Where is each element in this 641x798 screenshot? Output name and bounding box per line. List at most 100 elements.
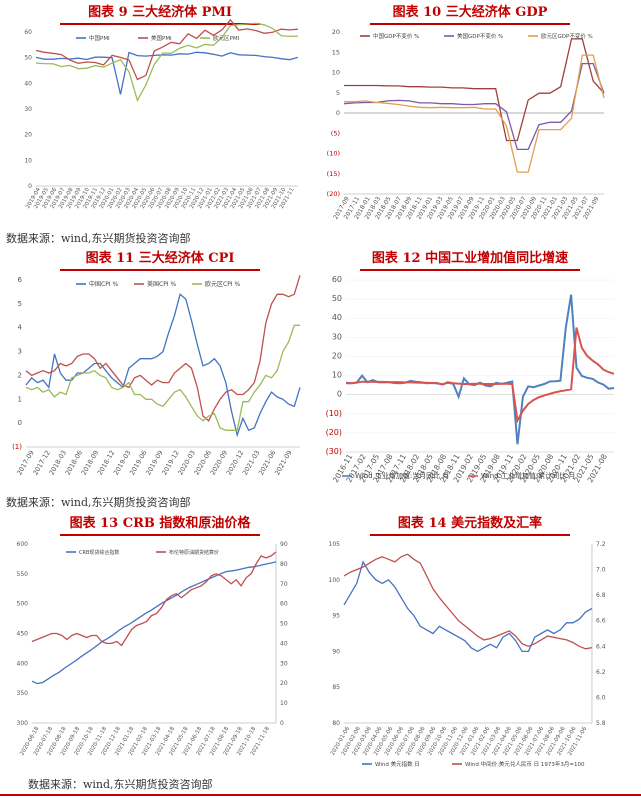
chart-title-9: 图表 9 三大经济体 PMI: [60, 3, 260, 25]
y-tick-label: 4: [18, 324, 23, 332]
y-tick-label: 95: [332, 613, 340, 620]
legend-label: Wind 美元指数 日: [375, 760, 420, 768]
series-line-0: [344, 38, 605, 142]
source-label: 数据来源：wind,东兴期货投资咨询部: [6, 232, 191, 245]
y-tick-label: 90: [332, 648, 340, 655]
legend-label: 中国PMI: [89, 34, 110, 42]
y-tick-label: 30: [24, 106, 32, 113]
y-tick-label: 6: [18, 276, 23, 284]
y2-tick-label: 5.8: [596, 720, 606, 727]
pmi-chart: 01020304050602019-042019-052019-062019-0…: [24, 18, 299, 210]
usd-index-chart: 808590951001055.86.06.26.46.66.87.07.220…: [329, 541, 606, 768]
legend-label: 欧元区CPI %: [205, 280, 240, 288]
y-tick-label: 100: [329, 577, 341, 584]
chart-title-13: 图表 13 CRB 指数和原油价格: [60, 514, 260, 536]
y-tick-label: 5: [336, 89, 340, 97]
y-tick-label: 300: [17, 720, 29, 727]
legend-label: 美国PMI: [151, 34, 172, 42]
y2-tick-label: 90: [280, 541, 288, 548]
legend-label: 欧元区PMI: [213, 34, 240, 42]
legend-label: 美国GDP不变价 %: [457, 32, 503, 40]
y-tick-label: 1: [18, 395, 22, 403]
chart-title-12: 图表 12 中国工业增加值同比增速: [360, 249, 580, 271]
y-tick-label: 10: [24, 157, 32, 164]
y-tick-label: 600: [17, 541, 29, 548]
series-line-1: [346, 327, 615, 424]
y-tick-label: 10: [332, 69, 340, 77]
y-tick-label: 550: [17, 571, 29, 578]
legend-label: 中国CPI %: [89, 280, 118, 288]
chart-title-14: 图表 14 美元指数及汇率: [370, 514, 570, 536]
y-tick-label: 60: [332, 275, 342, 284]
chart-title-10: 图表 10 三大经济体 GDP: [370, 3, 570, 25]
y-tick-label: 0: [336, 109, 340, 117]
y2-tick-label: 30: [280, 660, 288, 667]
source-label: 数据来源：wind,东兴期货投资咨询部: [28, 778, 213, 791]
y-tick-label: (5): [331, 129, 340, 137]
divider: [0, 794, 641, 796]
y-tick-label: (20): [327, 190, 340, 198]
y2-tick-label: 80: [280, 561, 288, 568]
y-tick-label: 15: [332, 48, 340, 56]
y-tick-label: 5: [18, 300, 22, 308]
industrial-chart: 6050403020100(10)(20)(30)2016-112017-022…: [326, 275, 615, 484]
y-tick-label: 0: [28, 183, 32, 190]
series-line-1: [343, 553, 593, 650]
legend-label: Wind 工业增加值:当月同比 月: [355, 471, 449, 480]
y-tick-label: (10): [326, 409, 342, 418]
y-tick-label: 50: [332, 294, 342, 303]
y-tick-label: 0: [18, 419, 22, 427]
y-tick-label: 85: [332, 684, 340, 691]
series-line-1: [343, 62, 605, 151]
y2-tick-label: 7.2: [596, 541, 606, 548]
y-tick-label: 20: [332, 351, 342, 360]
y-tick-label: 2: [18, 371, 22, 379]
y-tick-label: 500: [17, 601, 29, 608]
legend-label: Wind 工业增加值:累计同比 月: [481, 471, 575, 480]
gdp-chart: 20151050(5)(10)(15)(20)2017-092017-11201…: [327, 28, 605, 221]
legend-label: 中国GDP不变价 %: [373, 32, 419, 40]
legend-label: 欧元区GDP不变价 %: [541, 32, 593, 40]
y2-tick-label: 70: [280, 581, 288, 588]
y2-tick-label: 20: [280, 680, 288, 687]
y-tick-label: 20: [24, 132, 32, 139]
y-tick-label: 10: [332, 371, 342, 380]
y-tick-label: 20: [332, 28, 340, 36]
legend-label: 布伦特原油期货结算价: [169, 549, 219, 556]
y2-tick-label: 10: [280, 700, 288, 707]
series-line-2: [25, 324, 300, 431]
y-tick-label: (10): [327, 150, 340, 158]
series-line-1: [31, 551, 277, 647]
y-tick-label: 3: [18, 348, 22, 356]
legend-label: CRB现货综合指数: [79, 549, 119, 556]
series-line-0: [25, 293, 301, 438]
y-tick-label: 450: [17, 631, 29, 638]
y-tick-label: 105: [329, 541, 341, 548]
y-tick-label: 30: [332, 332, 342, 341]
crb-oil-chart: 300 350 400 450 500 550 600 0 10 20 30 40 50 60 70 80 90…: [17, 541, 288, 757]
y-tick-label: 40: [24, 80, 32, 87]
source-label: 数据来源：wind,东兴期货投资咨询部: [6, 496, 191, 509]
y2-tick-label: 0: [280, 720, 284, 727]
series-line-0: [343, 560, 593, 653]
y-tick-label: (15): [327, 170, 340, 178]
series-line-0: [31, 561, 277, 685]
y2-tick-label: 6.0: [596, 694, 606, 701]
y2-tick-label: 6.2: [596, 669, 606, 676]
y-tick-label: (1): [12, 443, 22, 451]
series-line-2: [344, 54, 605, 173]
y-tick-label: 50: [24, 55, 32, 62]
legend-label: 美国CPI %: [147, 280, 176, 288]
y2-tick-label: 60: [280, 601, 288, 608]
y-tick-label: 0: [337, 390, 342, 399]
series-line-0: [35, 51, 299, 95]
y-tick-label: 60: [24, 29, 32, 36]
y-tick-label: 350: [17, 690, 29, 697]
series-line-2: [35, 22, 299, 102]
series-line-1: [35, 18, 299, 81]
y-tick-label: 80: [332, 720, 340, 727]
y2-tick-label: 6.8: [596, 592, 606, 599]
chart-title-11: 图表 11 三大经济体 CPI: [60, 249, 260, 271]
y2-tick-label: 7.0: [596, 567, 606, 574]
y-tick-label: 400: [17, 660, 29, 667]
